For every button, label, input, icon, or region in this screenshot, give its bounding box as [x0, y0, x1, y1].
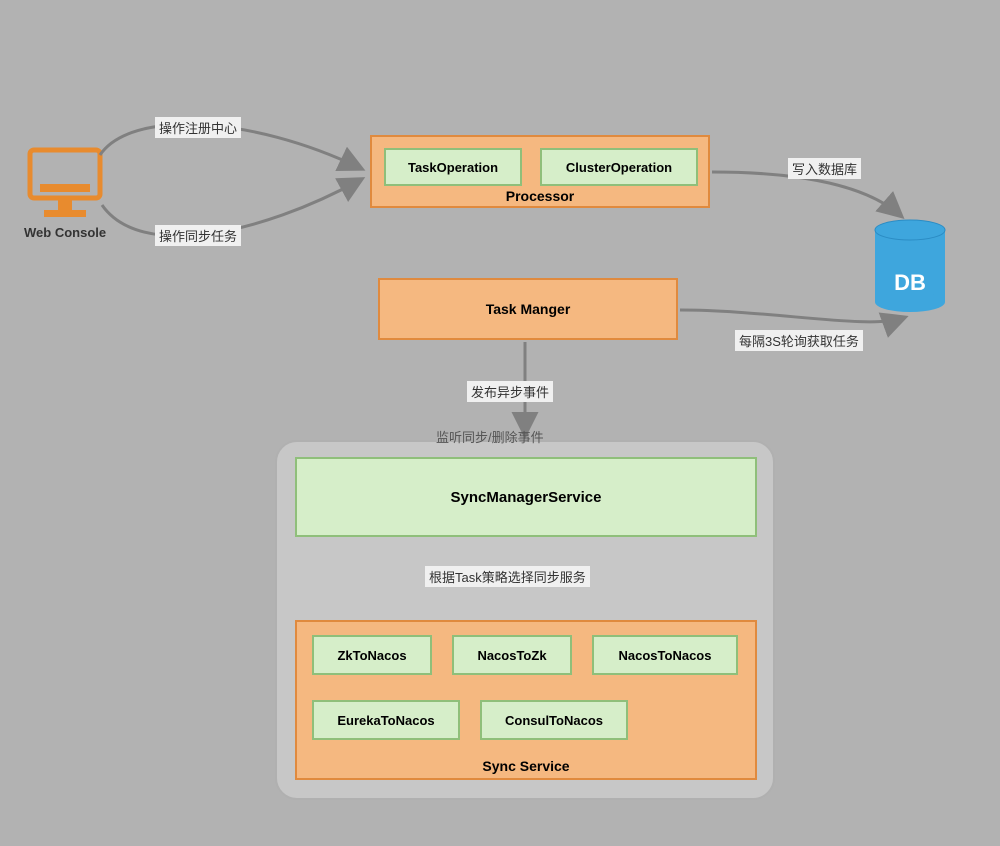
sync-service-title: Sync Service: [297, 758, 755, 774]
nacos-to-nacos-label: NacosToNacos: [619, 648, 712, 663]
web-console-icon: [30, 150, 100, 217]
edge-label-writedb: 写入数据库: [788, 158, 861, 179]
edge-label-strategy: 根据Task策略选择同步服务: [425, 566, 590, 587]
consul-to-nacos: ConsulToNacos: [480, 700, 628, 740]
edge-label-register: 操作注册中心: [155, 117, 241, 138]
consul-to-nacos-label: ConsulToNacos: [505, 713, 603, 728]
edge-label-async: 发布异步事件: [467, 381, 553, 402]
nacos-to-nacos: NacosToNacos: [592, 635, 738, 675]
processor-title: Processor: [372, 188, 708, 204]
nacos-to-zk-label: NacosToZk: [477, 648, 546, 663]
cluster-operation: ClusterOperation: [540, 148, 698, 186]
eureka-to-nacos: EurekaToNacos: [312, 700, 460, 740]
zk-to-nacos: ZkToNacos: [312, 635, 432, 675]
task-manager-title: Task Manger: [486, 301, 571, 317]
zk-to-nacos-label: ZkToNacos: [337, 648, 406, 663]
edge-label-synctask: 操作同步任务: [155, 225, 241, 246]
db-icon: DB: [875, 220, 945, 312]
task-operation: TaskOperation: [384, 148, 522, 186]
edge-label-listen: 监听同步/删除事件: [436, 427, 544, 446]
cluster-operation-label: ClusterOperation: [566, 160, 672, 175]
svg-text:DB: DB: [894, 270, 926, 295]
edge-label-poll: 每隔3S轮询获取任务: [735, 330, 863, 351]
nacos-to-zk: NacosToZk: [452, 635, 572, 675]
sync-manager-label: SyncManagerService: [451, 489, 602, 506]
task-operation-label: TaskOperation: [408, 160, 498, 175]
web-console-label: Web Console: [24, 225, 106, 240]
sync-manager-service: SyncManagerService: [295, 457, 757, 537]
eureka-to-nacos-label: EurekaToNacos: [337, 713, 434, 728]
task-manager: Task Manger: [378, 278, 678, 340]
